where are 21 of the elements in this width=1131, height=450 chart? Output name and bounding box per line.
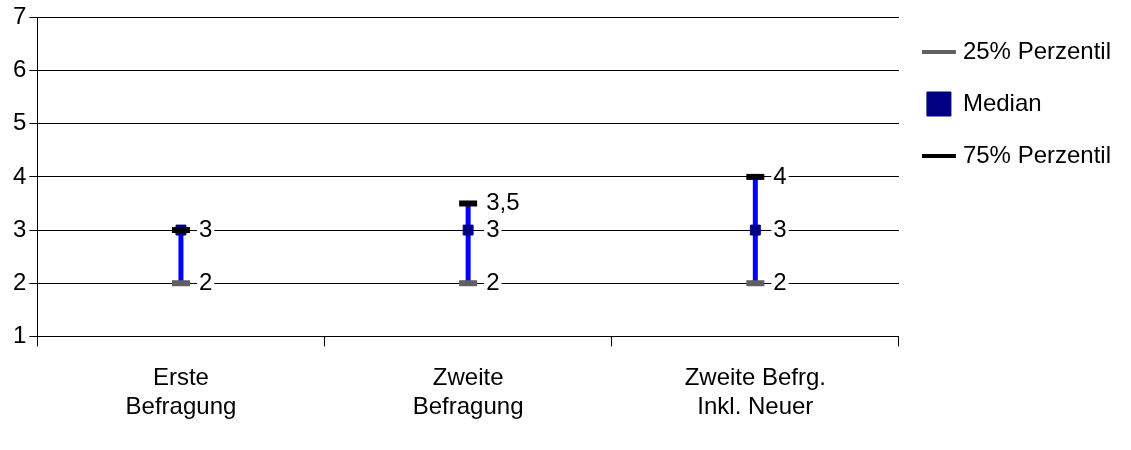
x-tick-label: Erste Befragung: [125, 363, 237, 420]
y-tick-label: 4: [12, 161, 27, 189]
data-label: 3: [486, 214, 500, 242]
y-tick-label: 2: [12, 267, 27, 295]
data-label: 2: [773, 267, 787, 295]
legend-label: 25% Perzentil: [962, 36, 1111, 64]
legend-label: 75% Perzentil: [962, 140, 1111, 168]
x-tick-label: Zweite Befrg. Inkl. Neuer: [684, 363, 827, 420]
data-label: 2: [198, 267, 213, 295]
x-tick-label: Zweite Befragung: [412, 363, 524, 420]
data-label: 4: [773, 161, 787, 189]
data-label: 3: [198, 214, 213, 242]
y-tick-label: 7: [12, 2, 27, 30]
legend-label: Median: [962, 88, 1042, 116]
y-tick-label: 5: [12, 108, 27, 136]
y-tick-label: 6: [12, 55, 27, 83]
data-label: 3: [773, 214, 787, 242]
data-label: 3,5: [486, 188, 520, 216]
y-tick-label: 1: [12, 321, 27, 349]
y-tick-label: 3: [12, 214, 27, 242]
data-label: 2: [486, 267, 500, 295]
